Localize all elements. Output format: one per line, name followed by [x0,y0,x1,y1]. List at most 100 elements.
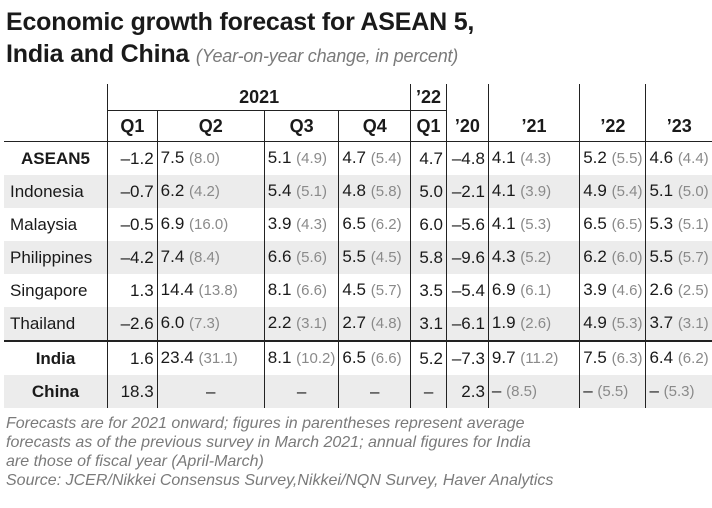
table-cell: 4.7 (5.4) [338,141,411,175]
cell-value: 6.6 [267,247,292,266]
table-cell: 8.1 (10.2) [263,340,339,375]
cell-previous-value: (7.3) [189,315,220,332]
table-cell: – [410,375,447,408]
subtitle: (Year-on-year change, in percent) [195,46,459,66]
row-label: China [4,375,108,408]
table-cell: – [263,375,339,408]
cell-value: 8.1 [267,280,292,299]
cell-value: 3.7 [649,313,674,332]
cell-previous-value: (6.6) [296,282,328,299]
cell-value: 9.7 [491,348,516,367]
header-group-2021: 2021 [107,84,411,111]
cell-value: –1.2 [120,148,154,168]
cell-previous-value: (5.7) [370,282,402,299]
footnote-line: forecasts as of the previous survey in M… [6,434,531,451]
table-cell: 14.4 (13.8) [156,274,265,307]
cell-value: 5.2 [419,348,443,368]
table-cell: 4.1 (5.3) [487,208,580,241]
cell-value: 1.9 [491,313,516,332]
cell-value: 4.1 [491,148,516,167]
table-cell: 6.2 (6.0) [579,241,646,274]
cell-value: 2.6 [649,280,674,299]
table-cell: 4.1 (4.3) [487,141,580,175]
cell-value: 6.0 [419,214,443,234]
table-row: Singapore 1.3 14.4 (13.8) 8.1 (6.6) 4.5 (5.7… [4,274,712,307]
cell-value: –5.4 [451,280,485,300]
cell-value: 14.4 [160,280,194,299]
table-cell: 4.1 (3.9) [487,175,580,208]
table-cell: 6.4 (6.2) [645,340,712,375]
cell-previous-value: (5.8) [370,183,402,200]
cell-value: 4.7 [419,148,443,168]
forecast-table: 2021 ’22 Q1 Q2 Q3 Q4 Q1 ’20 ’21 ’22 ’23 … [4,84,712,408]
table-cell: –4.2 [107,241,158,274]
table-cell: 8.1 (6.6) [263,274,339,307]
cell-value: 7.5 [160,148,185,167]
cell-previous-value: (4.3) [296,216,328,233]
cell-previous-value: (5.1) [677,216,709,233]
table-cell: 6.6 (5.6) [263,241,339,274]
cell-previous-value: (4.4) [677,150,709,167]
table-cell: 6.9 (16.0) [156,208,265,241]
table-cell: 23.4 (31.1) [156,340,265,375]
cell-value: –4.2 [120,247,154,267]
cell-previous-value: (6.3) [611,350,643,367]
table-cell: – (8.5) [487,375,580,408]
table-row: Thailand –2.6 6.0 (7.3) 2.2 (3.1) 2.7 (4.8) 3… [4,307,712,341]
cell-value: 6.2 [160,181,185,200]
table-cell: 6.9 (6.1) [487,274,580,307]
cell-value: –0.7 [120,181,154,201]
table-cell: 5.4 (5.1) [263,175,339,208]
cell-value: 6.9 [160,214,185,233]
table-cell: 5.2 (5.5) [579,141,646,175]
cell-previous-value: (8.4) [189,249,220,266]
cell-value: 4.9 [583,313,607,332]
cell-value: 5.1 [267,148,292,167]
cell-previous-value: (6.2) [677,350,709,367]
cell-previous-value: (6.6) [370,350,402,367]
cell-previous-value: (6.1) [520,282,552,299]
cell-previous-value: (3.9) [520,183,552,200]
row-label: Thailand [4,307,108,341]
col-header: Q2 [156,110,265,142]
cell-value: 5.0 [419,181,443,201]
table-cell: 4.6 (4.4) [645,141,712,175]
cell-previous-value: (5.4) [611,183,643,200]
table-cell: – [338,375,411,408]
table-cell: 6.5 (6.6) [338,340,411,375]
cell-value: 3.9 [267,214,292,233]
table-cell: 3.1 [410,307,447,341]
cell-value: 6.0 [160,313,185,332]
cell-previous-value: (5.4) [370,150,402,167]
table-row: ASEAN5 –1.2 7.5 (8.0) 5.1 (4.9) 4.7 (5.4) 4.7… [4,141,712,175]
table-cell: 5.3 (5.1) [645,208,712,241]
row-label: India [4,340,108,375]
table-row: Philippines –4.2 7.4 (8.4) 6.6 (5.6) 5.5 (4.… [4,241,712,274]
table-cell: 6.0 [410,208,447,241]
cell-value: 6.2 [583,247,607,266]
table-row: Malaysia –0.5 6.9 (16.0) 3.9 (4.3) 6.5 (6.2)… [4,208,712,241]
cell-value: –9.6 [451,247,485,267]
cell-value: 7.4 [160,247,185,266]
header-group-annual [445,84,489,111]
col-header: ’22 [579,110,646,142]
cell-previous-value: (31.1) [198,350,238,367]
row-label: Indonesia [4,175,108,208]
cell-value: 2.7 [342,313,366,332]
cell-value: 6.5 [342,214,366,233]
table-cell: –0.7 [107,175,158,208]
row-label: Philippines [4,241,108,274]
table-cell: 2.2 (3.1) [263,307,339,341]
table-cell: 5.2 [410,340,447,375]
cell-value: 5.5 [342,247,366,266]
table-cell: – [156,375,265,408]
cell-value: –0.5 [120,214,154,234]
cell-value: – [491,381,502,400]
table-cell: –1.2 [107,141,158,175]
cell-previous-value: (5.6) [296,249,328,266]
cell-previous-value: (5.3) [663,383,695,400]
table-cell: 5.5 (5.7) [645,241,712,274]
table-cell: –5.6 [445,208,489,241]
cell-value: – [296,381,307,401]
